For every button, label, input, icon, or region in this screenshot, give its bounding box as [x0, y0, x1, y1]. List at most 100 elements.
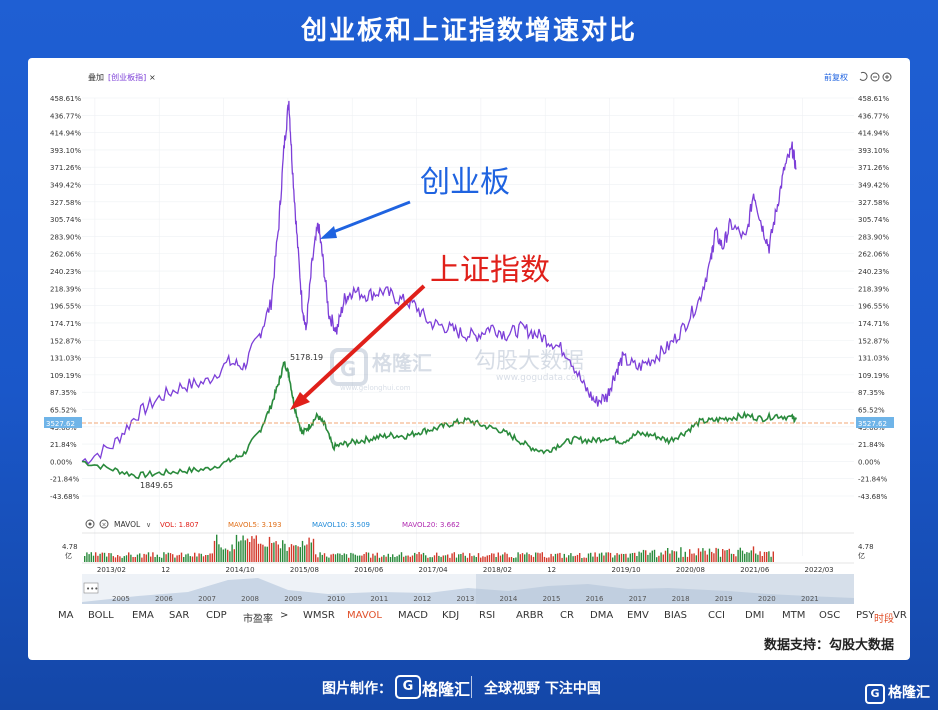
indicator-BOLL[interactable]: BOLL: [88, 610, 114, 621]
indicator-CDP[interactable]: CDP: [206, 610, 227, 621]
volume-bar: [156, 554, 158, 562]
indicator-CCI[interactable]: CCI: [708, 610, 725, 621]
overview-year: 2015: [543, 595, 561, 603]
x-tick: 2020/08: [676, 566, 705, 574]
volume-bar: [590, 552, 592, 562]
volume-bar: [726, 550, 728, 562]
indicator-WMSR[interactable]: WMSR: [303, 610, 335, 621]
volume-bar: [768, 551, 770, 562]
volume-bar: [678, 557, 680, 562]
y-tick-right: 152.87%: [858, 337, 889, 345]
volume-bar: [312, 538, 315, 562]
volume-bar: [559, 552, 561, 562]
volume-bar: [152, 552, 154, 562]
volume-bar: [528, 554, 530, 562]
volume-bar: [222, 549, 224, 562]
undo-icon[interactable]: [859, 71, 868, 81]
volume-bar: [629, 553, 631, 562]
volume-bar: [766, 552, 768, 562]
indicator-MA[interactable]: MA: [58, 610, 74, 621]
close-icon[interactable]: ×: [99, 519, 109, 529]
volume-bar: [343, 553, 345, 562]
volume-bar: [495, 557, 497, 562]
indicator-RSI[interactable]: RSI: [479, 610, 496, 621]
corner-brand: 格隆汇: [888, 685, 930, 701]
volume-bar: [198, 553, 200, 562]
indicator-MACD[interactable]: MACD: [398, 610, 428, 621]
zoom-in-icon[interactable]: [882, 72, 892, 82]
indicator-EMV[interactable]: EMV: [627, 610, 649, 621]
indicator-BIAS[interactable]: BIAS: [664, 610, 687, 621]
volume-bar: [224, 548, 227, 562]
y-tick-left: 87.35%: [50, 389, 77, 397]
indicator-SAR[interactable]: SAR: [169, 610, 190, 621]
volume-bar: [561, 557, 563, 562]
chevron-down-icon[interactable]: ∨: [146, 521, 151, 529]
volume-bar: [684, 551, 686, 562]
volume-bar: [724, 550, 726, 562]
overlay-tag[interactable]: [创业板指]: [108, 72, 146, 82]
zoom-out-icon[interactable]: [870, 72, 880, 82]
volume-bar: [196, 556, 198, 562]
y-tick-left: 240.23%: [50, 268, 81, 276]
volume-bar: [191, 556, 194, 562]
indicator-DMA[interactable]: DMA: [590, 610, 614, 621]
volume-bar: [187, 553, 189, 562]
indicator-DMI[interactable]: DMI: [745, 610, 765, 621]
volume-bar: [194, 552, 196, 562]
volume-bar: [275, 541, 277, 562]
volume-bar: [416, 554, 418, 562]
volume-bar: [625, 553, 627, 562]
indicator-KDJ[interactable]: KDJ: [442, 610, 460, 621]
volume-bar: [339, 553, 341, 562]
y-tick-left: 65.52%: [50, 406, 77, 414]
volume-bar: [680, 547, 682, 562]
indicator->[interactable]: >: [280, 610, 289, 621]
y-tick-left: 196.55%: [50, 303, 81, 311]
indicator-市盈率[interactable]: 市盈率: [243, 614, 273, 625]
indicator-ARBR[interactable]: ARBR: [516, 610, 544, 621]
y-tick-right: 458.61%: [858, 95, 889, 103]
volume-bar: [750, 550, 752, 562]
volume-bar: [603, 555, 605, 562]
adjust-button[interactable]: 前复权: [824, 72, 848, 82]
volume-bar: [378, 557, 381, 562]
volume-bar: [233, 549, 235, 562]
svg-text:×: ×: [102, 522, 107, 529]
x-tick: 12: [547, 566, 556, 574]
volume-bar: [356, 555, 359, 562]
indicator-PSY[interactable]: PSY: [856, 610, 875, 621]
overview-menu-button[interactable]: [83, 582, 99, 594]
volume-bar: [480, 557, 482, 562]
volume-bar: [682, 556, 684, 562]
indicator-MTM[interactable]: MTM: [782, 610, 806, 621]
y-tick-left: 0.00%: [50, 458, 73, 466]
overview-range-selector[interactable]: [476, 574, 854, 604]
indicator-MAVOL[interactable]: MAVOL: [347, 610, 382, 621]
volume-bar: [361, 555, 363, 562]
volume-bar: [587, 553, 590, 562]
overview-year: 2006: [155, 595, 173, 603]
gem-annotation: 创业板: [320, 165, 510, 239]
volume-bar: [246, 538, 249, 562]
overlay-close-button[interactable]: ×: [149, 73, 156, 82]
settings-icon[interactable]: [85, 519, 95, 529]
volume-bar: [673, 551, 675, 562]
indicator-OSC[interactable]: OSC: [819, 610, 841, 621]
y-tick-right: 414.94%: [858, 130, 889, 138]
volume-bar: [392, 554, 394, 562]
x-tick: 2022/03: [805, 566, 834, 574]
volume-bar: [405, 555, 407, 562]
volume-bar: [543, 556, 546, 562]
volume-bar: [207, 555, 209, 562]
indicator-EMA[interactable]: EMA: [132, 610, 154, 621]
volume-bar: [614, 555, 616, 562]
volume-bar: [730, 553, 733, 562]
indicator-VR[interactable]: VR: [893, 610, 907, 621]
indicator-CR[interactable]: CR: [560, 610, 574, 621]
volume-bar: [277, 544, 279, 562]
indicator-时段[interactable]: 时段: [874, 614, 894, 625]
volume-bar: [147, 552, 150, 562]
volume-bar: [715, 547, 717, 562]
volume-indicator-name[interactable]: MAVOL: [114, 520, 141, 529]
